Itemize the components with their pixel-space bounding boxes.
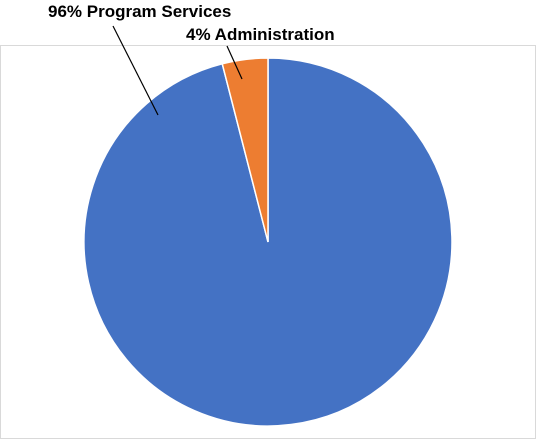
data-label-administration: 4% Administration xyxy=(186,25,335,44)
data-labels: 96% Program Services 4% Administration xyxy=(48,2,335,44)
pie-slice-administration xyxy=(221,57,269,243)
pie-slices xyxy=(83,57,453,427)
leader-line-administration xyxy=(226,45,243,80)
leader-lines xyxy=(112,25,243,116)
leader-line-program-services xyxy=(112,25,159,116)
data-label-program-services: 96% Program Services xyxy=(48,2,231,21)
